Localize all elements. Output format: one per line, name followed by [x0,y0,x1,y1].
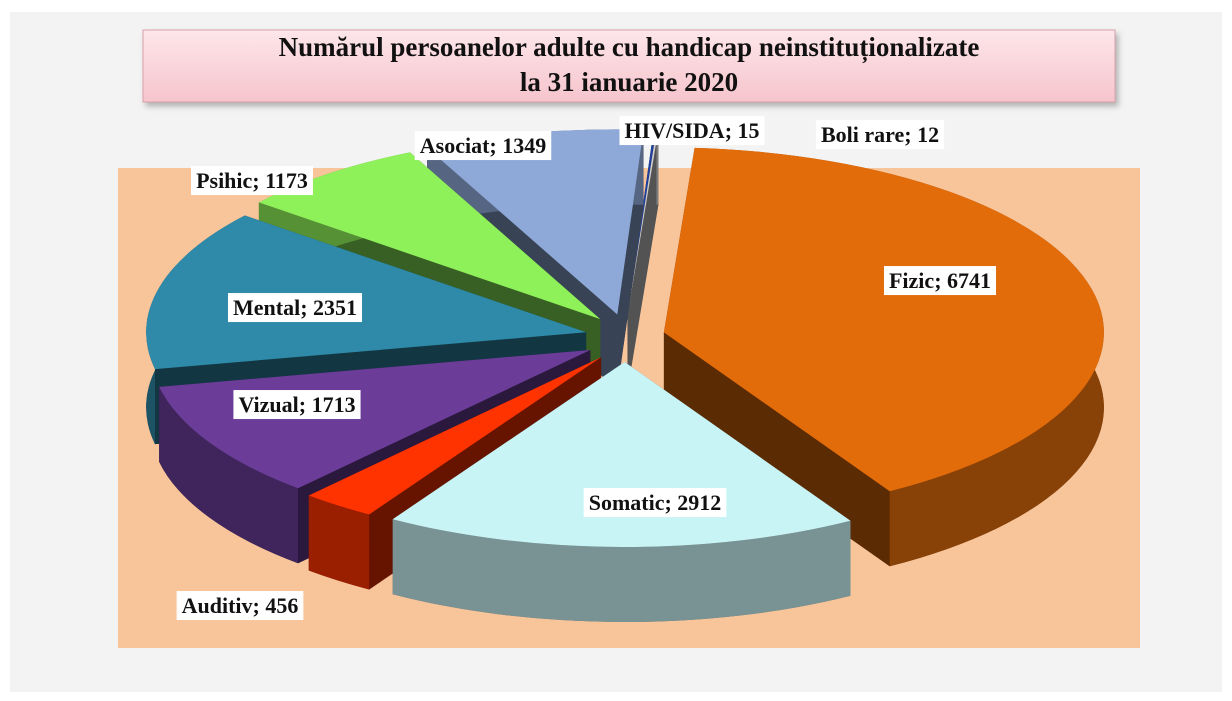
data-label: Fizic; 6741 [889,268,991,293]
slice-top [159,349,591,489]
value-label: 2912 [677,490,721,515]
label-separator: ; [664,490,677,515]
category-label: Boli rare [821,122,905,147]
category-label: Fizic [889,268,934,293]
value-label: 2351 [313,295,357,320]
slice-side [627,129,659,390]
value-label: 6741 [947,268,991,293]
label-box [176,591,304,621]
chart-title: Numărul persoanelor adulte cu handicap n… [279,32,980,63]
data-label: Somatic; 2912 [589,490,722,515]
slice-side [159,386,299,564]
label-separator: ; [299,392,312,417]
slice-top [392,361,851,547]
label-box [191,166,313,196]
slice-side [656,129,659,205]
slice [663,147,1104,567]
label-box [815,120,945,150]
value-label: 12 [917,122,939,147]
category-label: Mental [233,295,300,320]
data-label: Psihic; 1173 [196,168,308,193]
value-label: 1349 [502,133,546,158]
slice-top [663,147,1104,492]
label-box [414,131,552,161]
title-box [142,29,1116,103]
category-label: HIV/SIDA [624,118,724,143]
labels: Fizic; 6741 Somatic; 2912 Auditiv; 456 Vizu… [176,116,997,621]
label-separator: ; [904,122,917,147]
data-label: Auditiv; 456 [182,593,299,618]
chart-title: la 31 ianuarie 2020 [520,67,738,97]
slice [627,129,659,390]
slice-side [663,332,890,567]
slice-top [427,129,644,315]
value-label: 1713 [312,392,356,417]
slice-side [308,495,370,590]
slice-top [258,152,601,320]
slice-side [308,357,602,571]
label-separator: ; [934,268,947,293]
value-label: 456 [265,593,298,618]
label-box [883,266,997,296]
slice-top [627,129,657,315]
label-separator: ; [300,295,313,320]
category-label: Asociat [420,133,490,158]
category-label: Psihic [196,168,252,193]
label-separator: ; [489,133,502,158]
data-label: Boli rare; 12 [821,122,939,147]
category-label: Somatic [589,490,665,515]
category-label: Auditiv [182,593,253,618]
data-label: Mental; 2351 [233,295,357,320]
label-box [227,293,363,323]
label-separator: ; [253,593,266,618]
label-box [233,390,361,420]
category-label: Vizual [238,392,298,417]
label-box [619,116,765,146]
data-label: Vizual; 1713 [238,392,355,417]
slice-top [308,357,602,515]
slice [392,361,851,622]
value-label: 1173 [265,168,308,193]
data-label: HIV/SIDA; 15 [624,118,759,143]
label-separator: ; [725,118,738,143]
value-label: 15 [738,118,760,143]
label-separator: ; [252,168,265,193]
slice-side [392,519,851,622]
label-box [583,488,727,518]
pie [146,129,1104,622]
data-label: Asociat; 1349 [420,133,546,158]
slice-top [627,129,659,315]
slice-top [146,215,587,370]
